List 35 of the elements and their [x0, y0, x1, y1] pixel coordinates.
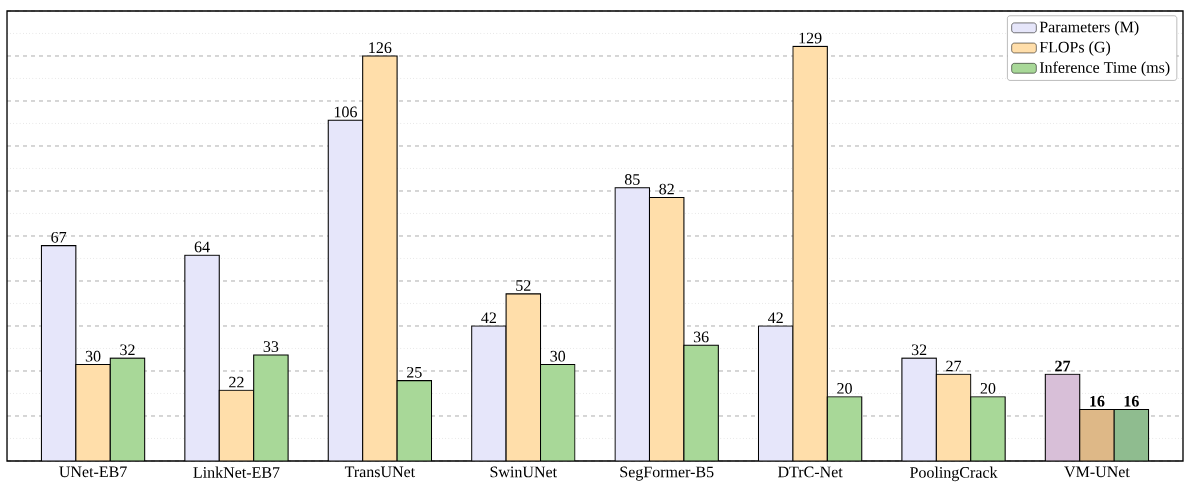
data-label: 16 [1090, 395, 1105, 407]
legend-label: Parameters (M) [1039, 21, 1139, 36]
data-label: 25 [407, 366, 422, 378]
data-label: 16 [1124, 395, 1139, 407]
data-label: 106 [334, 106, 357, 118]
x-tick-label: UNet-EB7 [59, 466, 127, 478]
data-label: 30 [85, 350, 101, 362]
data-label: 36 [693, 331, 709, 343]
data-label: 33 [263, 341, 279, 352]
data-label: 20 [980, 382, 996, 394]
data-label: 30 [550, 350, 566, 362]
x-tick-label: PoolingCrack [910, 466, 998, 482]
data-label: 22 [229, 376, 244, 388]
data-label: 126 [369, 42, 392, 54]
data-label: 64 [194, 241, 210, 253]
data-label: 82 [659, 183, 674, 195]
data-label: 20 [837, 382, 852, 394]
data-label: 27 [946, 360, 962, 372]
data-label: 67 [51, 231, 67, 243]
data-label: 129 [799, 32, 822, 44]
data-label: 32 [120, 344, 135, 356]
data-label: 42 [481, 312, 496, 324]
x-tick-label: SegFormer-B5 [620, 466, 714, 481]
x-tick-label: VM-UNet [1064, 466, 1130, 478]
data-label: 32 [911, 344, 927, 356]
data-label: 85 [624, 174, 640, 185]
data-label: 27 [1055, 360, 1071, 372]
data-label: 52 [516, 280, 531, 291]
x-tick-label: LinkNet-EB7 [193, 466, 280, 478]
x-tick-label: SwinUNet [490, 466, 557, 478]
x-tick-label: TransUNet [344, 466, 416, 478]
legend-label: FLOPs (G) [1039, 41, 1111, 56]
legend-label: Inference Time (ms) [1039, 61, 1170, 77]
data-label: 42 [768, 312, 783, 324]
x-tick-label: DTrC-Net [777, 466, 843, 478]
